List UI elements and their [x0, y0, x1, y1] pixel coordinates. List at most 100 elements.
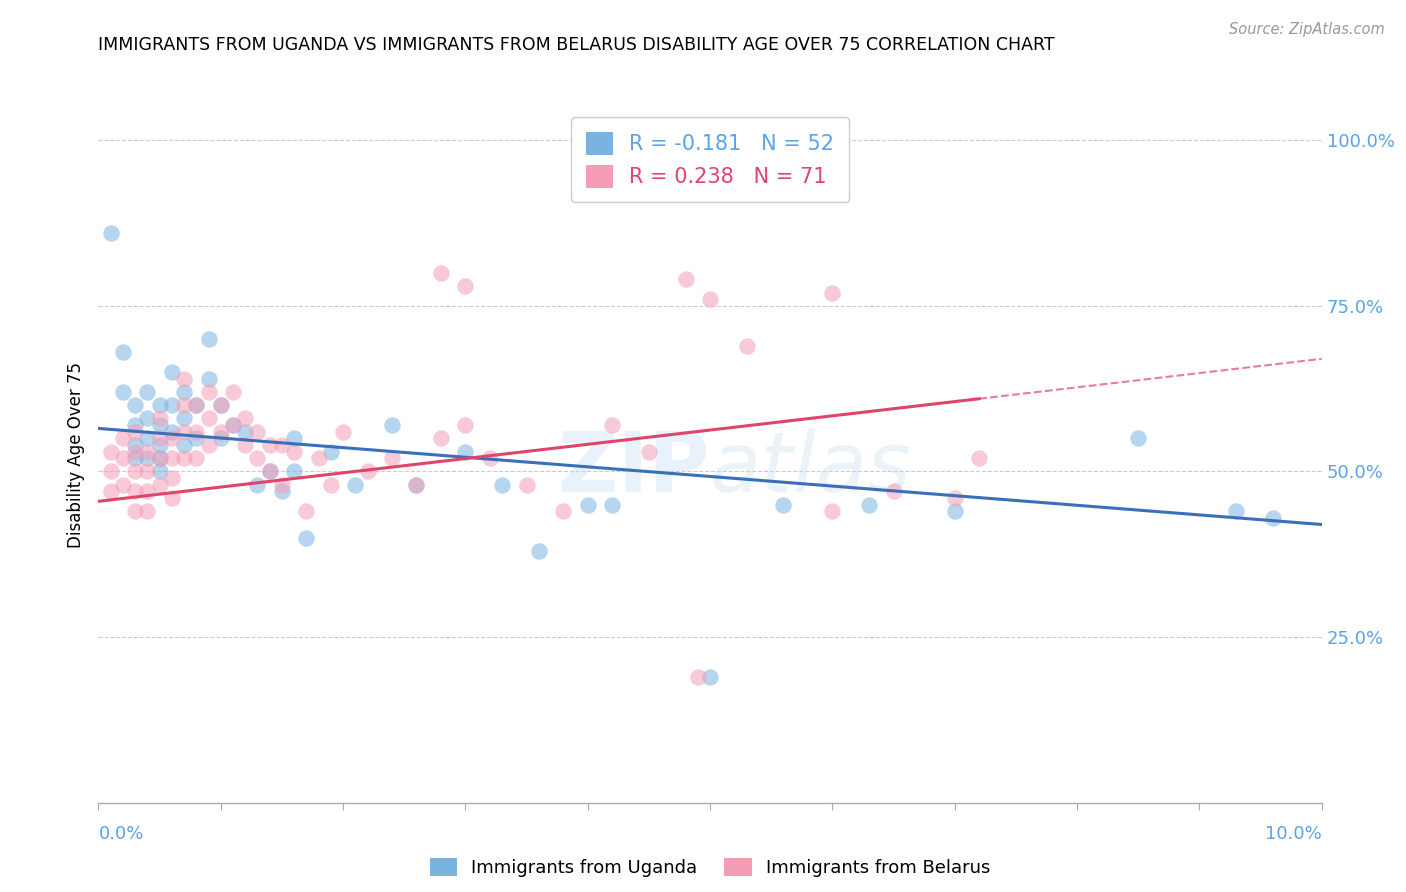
Point [160, 431, 183, 445]
Point [735, 338, 758, 352]
Point [967, 451, 990, 466]
Point [149, 411, 172, 425]
Point [197, 411, 219, 425]
Point [186, 451, 208, 466]
Point [186, 398, 208, 412]
Point [149, 431, 172, 445]
Point [209, 398, 232, 412]
Point [197, 332, 219, 346]
Point [100, 444, 122, 458]
Point [173, 451, 195, 466]
Point [283, 465, 305, 479]
Point [111, 431, 134, 445]
Point [821, 504, 844, 518]
Point [686, 670, 709, 684]
Point [454, 444, 477, 458]
Point [222, 384, 245, 399]
Point [209, 398, 232, 412]
Point [160, 451, 183, 466]
Point [124, 484, 146, 499]
Point [246, 477, 269, 491]
Point [1225, 504, 1247, 518]
Point [1128, 431, 1150, 445]
Point [197, 438, 219, 452]
Point [295, 504, 318, 518]
Legend: R = -0.181   N = 52, R = 0.238   N = 71: R = -0.181 N = 52, R = 0.238 N = 71 [571, 118, 849, 202]
Point [173, 384, 195, 399]
Point [100, 465, 122, 479]
Point [246, 425, 269, 439]
Point [136, 504, 159, 518]
Point [381, 451, 404, 466]
Point [186, 425, 208, 439]
Point [233, 411, 256, 425]
Point [295, 531, 318, 545]
Point [259, 465, 281, 479]
Point [943, 491, 966, 505]
Y-axis label: Disability Age Over 75: Disability Age Over 75 [66, 362, 84, 548]
Point [319, 477, 342, 491]
Point [222, 418, 245, 433]
Point [821, 285, 844, 300]
Point [209, 425, 232, 439]
Point [222, 418, 245, 433]
Point [111, 345, 134, 359]
Point [332, 425, 354, 439]
Point [100, 226, 122, 240]
Point [173, 425, 195, 439]
Point [136, 451, 159, 466]
Point [197, 372, 219, 386]
Point [527, 544, 550, 558]
Point [270, 484, 292, 499]
Point [173, 411, 195, 425]
Text: atlas: atlas [710, 428, 911, 509]
Point [270, 477, 292, 491]
Text: ZIP: ZIP [558, 428, 710, 509]
Point [600, 498, 623, 512]
Point [100, 484, 122, 499]
Point [699, 292, 721, 306]
Point [491, 477, 513, 491]
Point [136, 384, 159, 399]
Point [600, 418, 623, 433]
Point [233, 438, 256, 452]
Point [381, 418, 404, 433]
Point [160, 398, 183, 412]
Point [173, 372, 195, 386]
Point [772, 498, 794, 512]
Point [186, 431, 208, 445]
Point [883, 484, 905, 499]
Text: IMMIGRANTS FROM UGANDA VS IMMIGRANTS FROM BELARUS DISABILITY AGE OVER 75 CORRELA: IMMIGRANTS FROM UGANDA VS IMMIGRANTS FRO… [98, 36, 1054, 54]
Point [699, 670, 721, 684]
Point [516, 477, 538, 491]
Point [149, 451, 172, 466]
Point [149, 477, 172, 491]
Point [283, 444, 305, 458]
Point [405, 477, 427, 491]
Point [259, 438, 281, 452]
Point [149, 451, 172, 466]
Point [454, 279, 477, 293]
Point [136, 444, 159, 458]
Point [283, 431, 305, 445]
Point [149, 465, 172, 479]
Point [430, 266, 453, 280]
Point [858, 498, 880, 512]
Point [197, 384, 219, 399]
Point [160, 471, 183, 485]
Point [124, 465, 146, 479]
Point [149, 418, 172, 433]
Point [319, 444, 342, 458]
Point [209, 431, 232, 445]
Point [149, 398, 172, 412]
Point [124, 438, 146, 452]
Point [136, 484, 159, 499]
Point [124, 425, 146, 439]
Point [344, 477, 367, 491]
Point [136, 411, 159, 425]
Point [186, 398, 208, 412]
Point [111, 477, 134, 491]
Point [111, 451, 134, 466]
Point [405, 477, 427, 491]
Point [124, 451, 146, 466]
